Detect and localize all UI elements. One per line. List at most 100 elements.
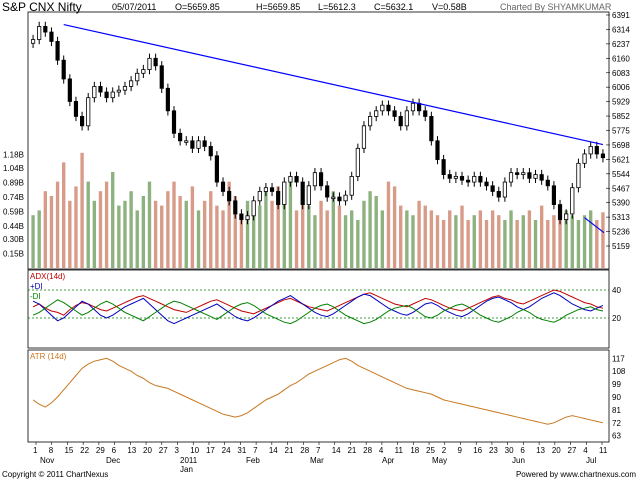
price-tick-label: 5621 — [612, 155, 630, 164]
candle-body — [404, 110, 409, 127]
x-tick-label: 6 — [520, 446, 525, 455]
volume-bar — [141, 196, 146, 268]
candle-body — [92, 86, 97, 99]
candle-body — [441, 159, 446, 175]
candle-body — [73, 101, 79, 117]
volume-bar — [533, 220, 538, 268]
candle-body — [472, 176, 477, 183]
volume-bar — [233, 196, 237, 268]
candle-body — [423, 110, 428, 117]
volume-bar — [202, 200, 207, 268]
axes: 6391631462376160608360065929585257755698… — [3, 11, 630, 474]
volume-bar — [386, 181, 391, 268]
candle-body — [496, 191, 501, 198]
volume-bar — [515, 220, 519, 268]
volume-bar — [588, 210, 593, 268]
month-label: Dec — [106, 456, 120, 465]
volume-bar — [448, 210, 452, 268]
x-tick-label: 14 — [269, 446, 278, 455]
volume-bar — [172, 181, 176, 268]
x-tick-label: 14 — [332, 446, 341, 455]
atr-tick-label: 99 — [612, 380, 621, 389]
candle-body — [325, 185, 330, 198]
price-tick-label: 5544 — [612, 170, 630, 179]
candle-body — [582, 153, 587, 164]
x-tick-label: 10 — [190, 446, 199, 455]
month-label: Jan — [180, 465, 193, 474]
candle-body — [312, 172, 318, 187]
x-tick-label: 7 — [316, 446, 321, 455]
volume-bar — [546, 220, 550, 268]
volume-bar — [325, 210, 329, 268]
price-tick-label: 5390 — [612, 199, 630, 208]
price-tick-label: 6006 — [612, 83, 630, 92]
volume-bar — [423, 205, 427, 268]
candle-body — [67, 78, 72, 102]
x-tick-label: 29 — [96, 446, 105, 455]
volume-bar — [595, 220, 599, 268]
x-tick-label: 11 — [599, 446, 608, 455]
volume-bar — [350, 210, 354, 268]
candle-body — [98, 86, 103, 93]
candle-body — [116, 89, 121, 93]
volume-bar — [527, 210, 532, 268]
x-tick-label: 25 — [426, 446, 435, 455]
header-open: O=5659.85 — [175, 2, 220, 12]
price-tick-label: 6314 — [612, 25, 630, 34]
header-credit: Charted By SHYAMKUMAR — [500, 2, 612, 12]
candle-body — [343, 194, 348, 202]
candle-body — [557, 204, 563, 220]
candle-body — [355, 147, 360, 177]
month-label: Jun — [512, 456, 525, 465]
x-tick-label: 2 — [442, 446, 447, 455]
volume-bar — [31, 215, 35, 268]
x-tick-label: 20 — [552, 446, 561, 455]
volume-bar — [570, 215, 574, 268]
volume-bar — [313, 215, 317, 268]
volume-bar — [478, 210, 483, 268]
volume-bar — [337, 205, 342, 268]
volume-bar — [294, 210, 299, 268]
adx-series-line — [32, 292, 604, 325]
candle-body — [251, 200, 256, 217]
candle-body — [533, 174, 538, 179]
volume-bar — [552, 215, 556, 268]
volume-bar — [509, 210, 513, 268]
volume-tick-label: 1.04B — [3, 164, 24, 173]
month-label: Feb — [246, 456, 260, 465]
candle-body — [214, 155, 219, 183]
volume-bar — [92, 200, 97, 268]
candle-body — [361, 125, 367, 149]
price-tick-label: 6083 — [612, 69, 630, 78]
x-tick-label: 9 — [458, 446, 463, 455]
candle-body — [331, 196, 336, 199]
volume-bar — [258, 205, 262, 268]
adx-series-line — [32, 299, 604, 325]
volume-tick-label: 0.74B — [3, 193, 24, 202]
footer-powered: Powered by www.chartnexus.com — [515, 470, 636, 479]
volume-bar — [178, 196, 182, 268]
volume-bar — [160, 205, 164, 268]
volume-tick-label: 0.15B — [3, 250, 24, 259]
atr-series-line — [32, 357, 604, 425]
x-tick-label: 20 — [143, 446, 152, 455]
candle-body — [398, 116, 403, 127]
candle-body — [478, 176, 483, 183]
adx-series-line — [32, 289, 604, 316]
volume-bar — [307, 205, 311, 268]
x-tick-label: 18 — [410, 446, 419, 455]
candle-body — [453, 176, 458, 179]
x-tick-label: 13 — [536, 446, 545, 455]
volume-bar — [356, 220, 360, 268]
candle-body — [61, 59, 66, 80]
volume-bar — [576, 220, 581, 268]
price-tick-label: 5313 — [612, 213, 630, 222]
atr-panel — [27, 349, 610, 443]
volume-bar — [245, 200, 250, 268]
adx-tick-label: 20 — [612, 314, 621, 323]
candle-body — [147, 57, 152, 70]
price-tick-label: 5775 — [612, 127, 630, 136]
volume-bar — [166, 191, 170, 268]
volume-tick-label: 0.44B — [3, 222, 24, 231]
